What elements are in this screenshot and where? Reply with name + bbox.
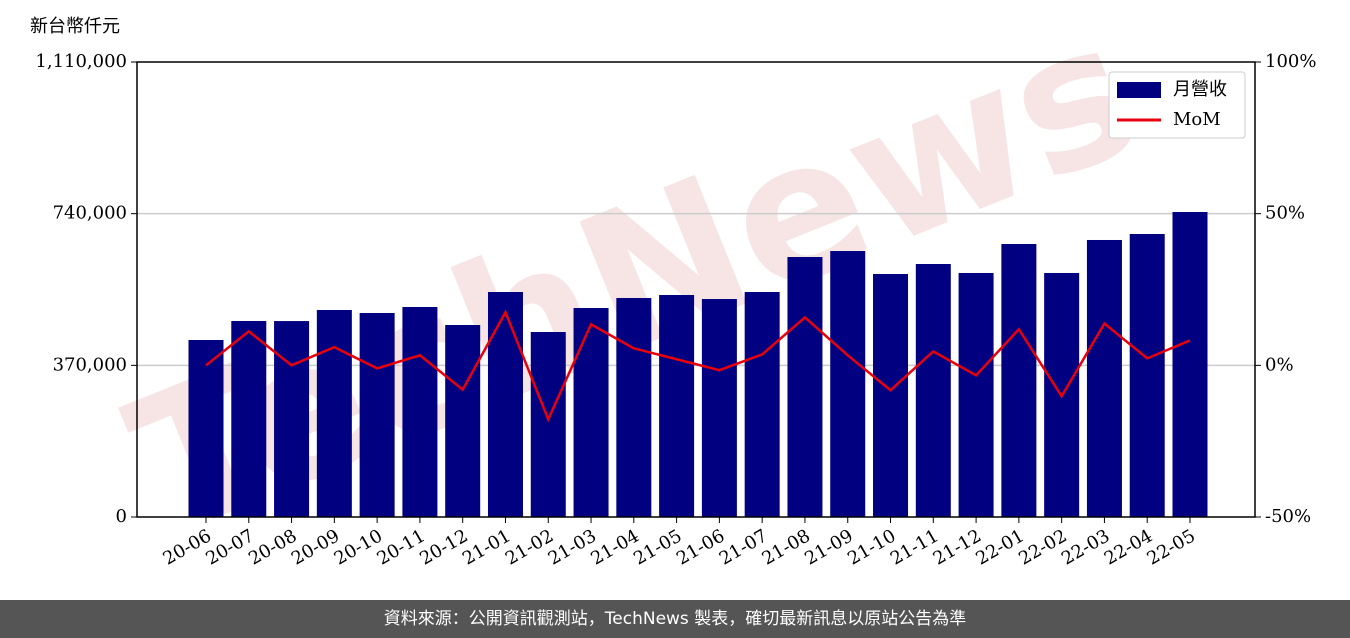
bar [830, 251, 866, 517]
y2-tick-label: 50% [1265, 203, 1305, 224]
bar [316, 309, 352, 517]
bar [701, 299, 737, 517]
x-tick-label: 21-12 [930, 525, 985, 569]
x-tick-label: 20-11 [373, 525, 428, 569]
x-tick-label: 22-02 [1015, 525, 1070, 569]
bar [231, 320, 267, 517]
bar [274, 321, 310, 517]
bar [915, 264, 951, 517]
bar [616, 297, 652, 517]
y2-tick-label: 0% [1265, 354, 1294, 375]
x-tick-label: 21-08 [759, 525, 814, 569]
x-tick-label: 22-05 [1144, 525, 1199, 569]
x-tick-label: 21-09 [801, 525, 856, 569]
bar [487, 292, 523, 517]
y-axis-label: 新台幣仟元 [30, 16, 120, 37]
bar [1172, 211, 1208, 518]
bar [958, 272, 994, 517]
legend-label: MoM [1173, 109, 1221, 130]
x-tick-label: 21-07 [716, 525, 771, 569]
bar [1129, 233, 1165, 517]
bar [787, 256, 823, 517]
x-tick-label: 21-10 [844, 525, 899, 569]
plot-frame [136, 61, 1256, 518]
bar [873, 274, 909, 517]
y-tick-label: 1,110,000 [35, 51, 127, 72]
x-tick-label: 21-06 [673, 525, 728, 569]
bar [402, 307, 438, 517]
y2-tick-label: 100% [1265, 51, 1316, 72]
bar [530, 332, 566, 517]
x-tick-label: 20-10 [331, 525, 386, 569]
y-tick-label: 740,000 [53, 203, 127, 224]
x-tick-label: 21-03 [545, 525, 600, 569]
x-tick-label: 21-05 [630, 525, 685, 569]
footer-bar [0, 600, 1350, 638]
bar [359, 312, 395, 517]
footer: 資料來源：公開資訊觀測站，TechNews 製表，確切最新訊息以原站公告為準 [384, 609, 966, 629]
bar [1086, 239, 1122, 517]
legend-swatch [1117, 82, 1161, 98]
x-tick-label: 21-11 [887, 525, 942, 569]
bar [573, 307, 609, 517]
line [205, 309, 1191, 423]
x-tick-label: 20-12 [416, 525, 471, 569]
x-tick-label: 21-04 [587, 525, 642, 569]
legend-label: 月營收 [1173, 79, 1227, 100]
bar [744, 292, 780, 517]
bar [659, 294, 695, 517]
y2-tick-label: -50% [1265, 506, 1311, 527]
bar [445, 324, 481, 517]
bar [188, 340, 224, 517]
x-tick-label: 22-01 [972, 525, 1027, 569]
x-tick-label: 22-04 [1101, 525, 1156, 569]
y-tick-label: 0 [116, 506, 127, 527]
x-tick-label: 21-02 [502, 525, 557, 569]
y-tick-label: 370,000 [53, 354, 127, 375]
bar [1001, 244, 1037, 517]
x-tick-label: 21-01 [459, 525, 514, 569]
x-tick-label: 22-03 [1058, 525, 1113, 569]
